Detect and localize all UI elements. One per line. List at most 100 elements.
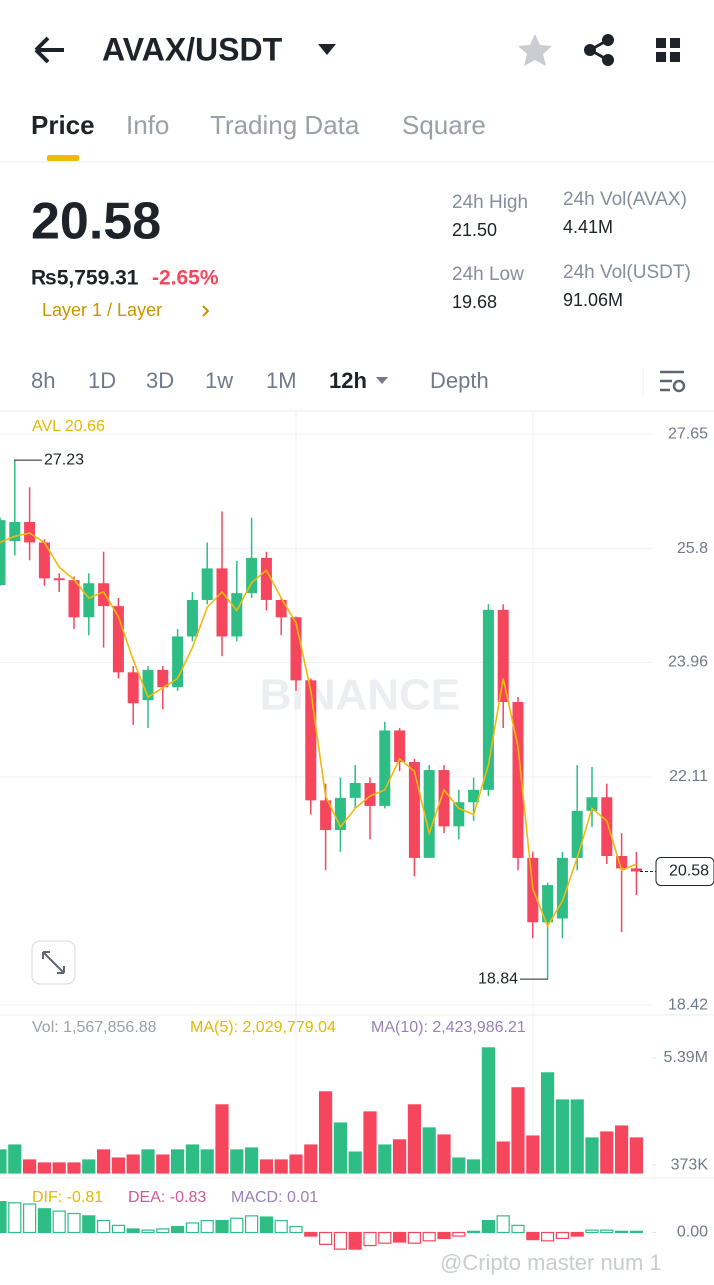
tab[interactable]: Trading Data [210,110,360,140]
macd-bar [614,1230,629,1234]
candle-body [112,606,124,673]
volume-bar [289,1154,303,1174]
chart-settings[interactable] [660,370,686,393]
macd-bar [393,1231,407,1243]
price-change: -2.65% [152,267,219,290]
favorite-star[interactable] [518,34,552,66]
macd-bar [333,1231,347,1250]
macd-bar [185,1222,199,1234]
candle-body [216,568,228,637]
macd-bar [37,1208,52,1234]
grid-menu[interactable] [656,38,680,62]
volume-bar [215,1104,229,1174]
candle-body [157,669,169,688]
macd-bar [171,1225,185,1234]
volume-bar [141,1149,155,1174]
sector-tag[interactable]: Layer 1 / Layer [42,300,162,320]
candle-body [616,856,628,869]
macd-bar [378,1231,392,1244]
max-label: 27.23 [44,451,84,468]
volume-bar [348,1151,362,1174]
volume-bar [511,1087,525,1174]
volume-bar [67,1162,81,1174]
volume-bar [614,1125,629,1174]
interval[interactable]: 1M [266,368,297,393]
indicator-legend: MA(5): 2,029,779.04 [190,1019,336,1036]
y-tick-label: 27.65 [668,425,708,442]
candle-body [275,599,287,618]
candle-body [630,868,642,872]
interval[interactable]: 1w [205,368,233,393]
macd-bar [274,1220,288,1234]
macd-bar [52,1210,66,1234]
back-button[interactable] [34,36,64,64]
macd-bar [422,1231,436,1242]
interval[interactable]: 12h [329,368,367,393]
stat-label: 24h Low [452,264,524,285]
indicator-legend: DIF: -0.81 [32,1189,103,1206]
volume-bar [496,1141,510,1174]
interval[interactable]: Depth [430,368,489,393]
credit-watermark: @Cripto master num 1 [440,1250,662,1275]
stat-value: 4.41M [563,217,613,237]
candle-body [482,609,494,790]
ma-line [0,532,637,928]
watermark: BINANCE [260,671,460,720]
volume-bar [540,1072,555,1174]
volume-bar [156,1154,170,1174]
fullscreen-button[interactable] [31,940,76,985]
interval-dropdown [376,377,388,384]
interval[interactable]: 3D [146,368,174,393]
stat-label: 24h Vol(AVAX) [563,189,687,210]
candle-body [586,797,598,811]
candle-body [601,797,613,857]
volume-bar [585,1137,599,1174]
candle-body [320,800,332,831]
macd-bar [348,1231,362,1250]
candle-body [394,730,406,763]
candle-body [423,770,435,858]
share-button[interactable] [584,34,614,66]
macd-bar [511,1224,525,1234]
avl-label: AVL 20.66 [32,418,105,435]
volume-bar [570,1099,584,1174]
grid-cell [670,38,680,48]
candle-body [290,617,302,681]
grid-cell [656,52,666,62]
macd-bar [629,1230,644,1234]
grid-cell [670,52,680,62]
tab[interactable]: Info [126,110,169,140]
candle-body [231,593,243,637]
macd-bar [407,1231,421,1244]
y-tick-label: 25.8 [677,540,708,557]
share-link [589,38,609,62]
macd-bar [126,1228,140,1234]
tab[interactable]: Square [402,110,486,140]
candle-body [0,520,6,586]
macd-bar [363,1231,377,1247]
candle-body [334,797,346,831]
macd-bar [585,1229,599,1234]
interval[interactable]: 8h [31,368,55,393]
indicator-legend: MACD: 0.01 [231,1189,318,1206]
macd-bar [600,1229,614,1234]
macd-bar [555,1231,570,1240]
candle-body [512,702,524,858]
pair-dropdown[interactable] [318,44,336,55]
candle-body [98,583,110,607]
macd-bar [141,1229,155,1234]
candle-body [556,857,568,919]
interval[interactable]: 1D [88,368,116,393]
pair-title[interactable]: AVAX/USDT [102,31,283,67]
macd-bar [540,1231,555,1242]
candle-body [260,557,272,600]
macd-bar [289,1225,303,1234]
volume-bar [437,1134,451,1174]
tab[interactable]: Price [31,110,95,140]
volume-bar [0,1149,7,1174]
macd-bar [526,1231,540,1241]
macd-bar [215,1220,229,1234]
candle-body [408,762,420,858]
